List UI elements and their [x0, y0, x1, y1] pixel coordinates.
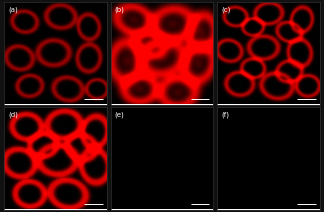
Text: (b): (b) [115, 6, 124, 13]
Text: (e): (e) [115, 111, 124, 118]
Text: (c): (c) [221, 6, 231, 13]
Text: (f): (f) [221, 111, 229, 118]
Text: (d): (d) [8, 111, 18, 118]
Text: (a): (a) [8, 6, 18, 13]
